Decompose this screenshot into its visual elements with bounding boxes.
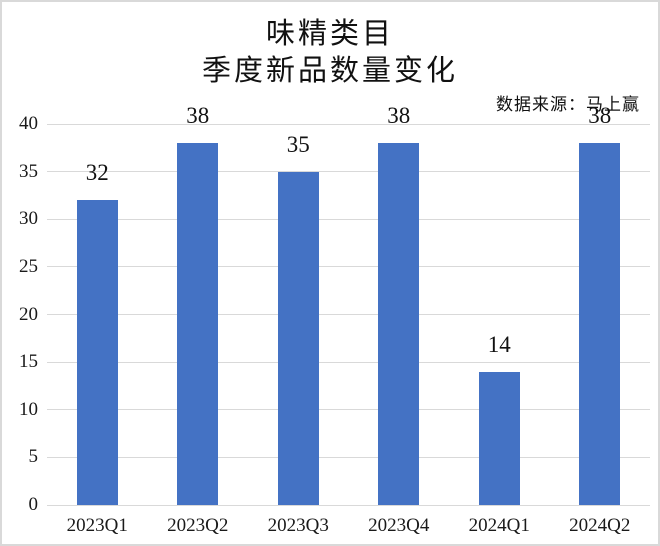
bar-value-label: 38 [588, 103, 612, 129]
chart-title-block: 味精类目 季度新品数量变化 [2, 16, 658, 90]
x-axis-tick-label: 2024Q1 [468, 515, 530, 536]
gridline [47, 409, 650, 411]
bar-value-label: 35 [286, 131, 310, 157]
bar-value-label: 14 [487, 331, 511, 357]
bar [76, 200, 118, 505]
x-axis-tick-label: 2023Q2 [167, 515, 229, 536]
y-axis-tick-label: 25 [19, 255, 38, 277]
gridline [47, 314, 650, 315]
chart-title-line1: 味精类目 [265, 18, 394, 50]
gridline [47, 266, 650, 268]
bar [177, 143, 219, 505]
y-axis-tick-label: 35 [19, 160, 38, 182]
plot-region: 0 5 10 15 20 25 30 35 40 32 2023Q1 38 2023Q2 35 2023Q3… [2, 103, 658, 544]
gridline [47, 361, 650, 363]
bar [277, 171, 319, 505]
x-axis-tick-label: 2023Q1 [66, 515, 128, 536]
gridline [47, 171, 650, 173]
x-axis-tick-label: 2023Q4 [368, 515, 430, 536]
chart-title-line2: 季度新品数量变化 [201, 55, 458, 87]
y-axis-tick-label: 5 [28, 446, 39, 468]
bar [378, 143, 420, 505]
bar [478, 371, 520, 505]
bar-value-label: 32 [85, 160, 109, 186]
gridline [47, 218, 650, 220]
bar-value-label: 38 [186, 103, 210, 129]
y-axis-tick-label: 10 [19, 398, 38, 420]
x-axis-tick-label: 2023Q3 [267, 515, 329, 536]
gridline [47, 123, 650, 125]
bar-value-label: 38 [387, 103, 411, 129]
y-axis-tick-label: 30 [19, 208, 38, 230]
y-axis-tick-label: 0 [28, 494, 39, 515]
y-axis-tick-label: 15 [19, 351, 38, 373]
y-axis-tick-label: 40 [19, 113, 38, 134]
bar [579, 143, 621, 505]
data-source-label: 数据来源：马上赢 [496, 95, 640, 114]
x-axis-tick-label: 2024Q2 [569, 515, 631, 536]
gridline [47, 504, 650, 506]
gridline [47, 456, 650, 458]
y-axis-tick-label: 20 [19, 303, 38, 325]
